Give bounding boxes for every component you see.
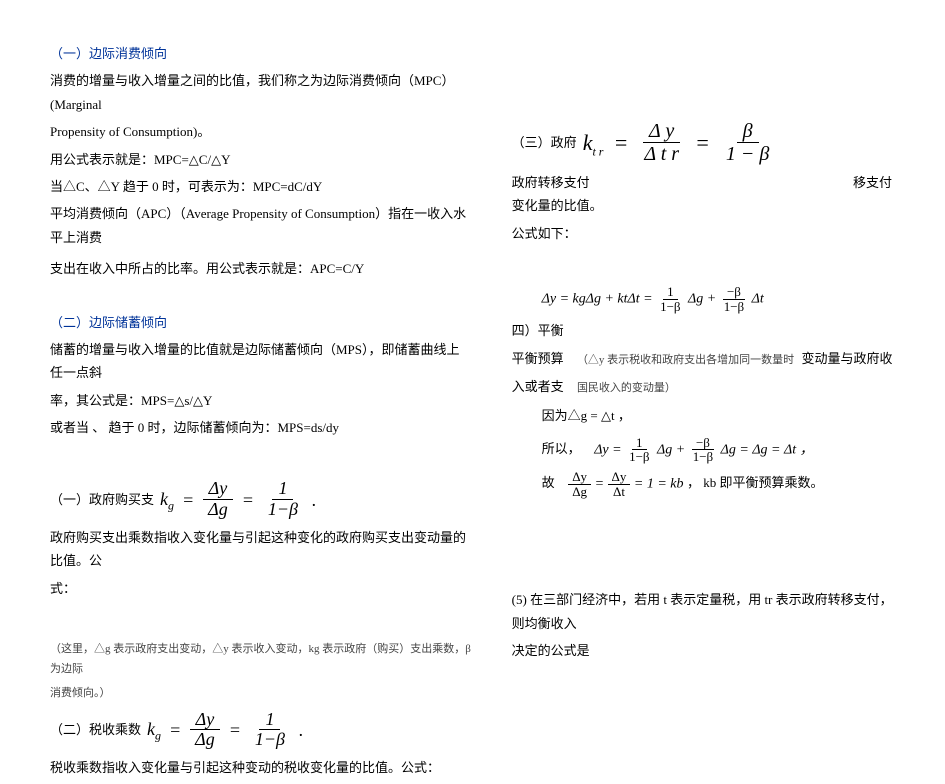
- sec1-p5: 支出在收入中所占的比率。用公式表示就是：APC=C/Y: [50, 257, 472, 280]
- tax-label: （二）税收乘数: [50, 718, 141, 741]
- sec3-block: （三）政府 kt r = Δ yΔ t r = β1 − β 政府转移支付 移支…: [512, 120, 895, 245]
- sec5-p2: 决定的公式是: [512, 639, 895, 662]
- sec5-block: (5) 在三部门经济中，若用 t 表示定量税，用 tr 表示政府转移支付，则均衡…: [512, 588, 895, 662]
- sec2-p1: 储蓄的增量与收入增量的比值就是边际储蓄倾向（MPS），即储蓄曲线上任一点斜: [50, 338, 472, 385]
- sec5-p1: (5) 在三部门经济中，若用 t 表示定量税，用 tr 表示政府转移支付，则均衡…: [512, 588, 895, 635]
- sec3-label: （三）政府: [512, 131, 577, 154]
- ktr-frac2: β1 − β: [720, 120, 775, 165]
- sec4-line2: 入或者支 国民收入的变动量）: [512, 375, 895, 399]
- kg2-dot: .: [299, 714, 304, 746]
- sec3-row: （三）政府 kt r = Δ yΔ t r = β1 − β: [512, 120, 895, 165]
- kg-dot: .: [312, 484, 317, 516]
- kg-formula-1: kg = ΔyΔg = 11−β .: [160, 479, 317, 520]
- gov-buy-label: （一）政府购买支: [50, 488, 154, 511]
- kg2-eq2: =: [229, 714, 241, 746]
- kg-formula-2: kg = ΔyΔg = 11−β .: [147, 710, 304, 751]
- sec3-p2: 公式如下：: [512, 222, 895, 245]
- note-line2: 消费倾向。）: [50, 684, 472, 704]
- sec3-line: 政府转移支付 移支付变化量的比值。: [512, 171, 895, 218]
- sec2-p3: 或者当 、 趋于 0 时，边际储蓄倾向为：MPS=ds/dy: [50, 416, 472, 439]
- page-root: （一）边际消费倾向 消费的增量与收入增量之间的比值，我们称之为边际消费倾向（MP…: [50, 30, 895, 784]
- sec1-p4: 平均消费倾向（APC）（Average Propensity of Consum…: [50, 202, 472, 249]
- sec2-title: （二）边际储蓄倾向: [50, 311, 472, 334]
- kg2-lhs: kg: [147, 713, 161, 747]
- eq-sign: =: [182, 484, 194, 516]
- gov-buy-desc2: 式：: [50, 577, 472, 600]
- sec1-p3: 当△C、△Y 趋于 0 时，可表示为：MPC=dC/dY: [50, 175, 472, 198]
- gov-buy-desc: 政府购买支出乘数指收入变化量与引起这种变化的政府购买支出变动量的比值。公: [50, 526, 472, 573]
- sec1-p2: 用公式表示就是：MPC=△C/△Y: [50, 148, 472, 171]
- right-column: （三）政府 kt r = Δ yΔ t r = β1 − β 政府转移支付 移支…: [512, 30, 895, 784]
- eq-sign-2: =: [242, 484, 254, 516]
- tax-row: （二）税收乘数 kg = ΔyΔg = 11−β .: [50, 710, 472, 751]
- sec4-line1b: 平衡预算 （△y 表示税收和政府支出各增加同一数量时 变动量与政府收: [512, 347, 895, 371]
- tax-desc: 税收乘数指收入变化量与引起这种变动的税收变化量的比值。公式：: [50, 756, 472, 779]
- sec1-title: （一）边际消费倾向: [50, 42, 472, 65]
- bal-eq1: Δy = kgΔg + ktΔt = 11−β Δg + −β1−β Δt: [542, 285, 895, 313]
- gov-buy-row: （一）政府购买支 kg = ΔyΔg = 11−β .: [50, 479, 472, 520]
- left-column: （一）边际消费倾向 消费的增量与收入增量之间的比值，我们称之为边际消费倾向（MP…: [50, 30, 472, 784]
- ktr-lhs: kt r: [583, 123, 604, 163]
- bal-because: 因为△g = △t ，: [542, 404, 895, 429]
- kg-frac1: ΔyΔg: [202, 479, 234, 520]
- sec1-p1b: Propensity of Consumption)。: [50, 120, 472, 143]
- sec1-p1: 消费的增量与收入增量之间的比值，我们称之为边际消费倾向（MPC）(Margina…: [50, 69, 472, 116]
- sec4-line1-row: 四）平衡: [512, 319, 895, 342]
- kg2-frac1: ΔyΔg: [189, 710, 221, 751]
- kg-lhs: kg: [160, 483, 174, 517]
- kg2-frac2: 11−β: [249, 710, 291, 751]
- note-line1: （这里，△g 表示政府支出变动，△y 表示收入变动，kg 表示政府（购买）支出乘…: [50, 640, 472, 680]
- sec4-block: Δy = kgΔg + ktΔt = 11−β Δg + −β1−β Δt 四）…: [512, 285, 895, 498]
- ktr-frac1: Δ yΔ t r: [638, 120, 685, 165]
- bal-eq3: 故 ΔyΔg = ΔyΔt = 1 = kb ， kb 即平衡预算乘数。: [542, 470, 895, 498]
- ktr-formula: kt r = Δ yΔ t r = β1 − β: [583, 120, 776, 165]
- bal-eq2: 所以， Δy = 11−β Δg + −β1−β Δg = Δg = Δt ，: [542, 436, 895, 464]
- kg-frac2: 11−β: [262, 479, 304, 520]
- kg2-eq: =: [169, 714, 181, 746]
- sec2-p2: 率，其公式是：MPS=△s/△Y: [50, 389, 472, 412]
